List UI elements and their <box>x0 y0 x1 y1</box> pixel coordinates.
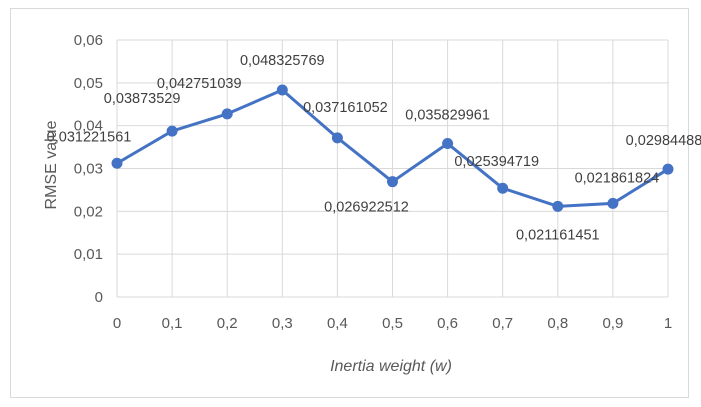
x-tick-label: 0,5 <box>382 315 403 332</box>
x-axis-ticks: 0 0,1 0,2 0,3 0,4 0,5 0,6 0,7 0,8 0,9 1 <box>113 315 672 332</box>
series-line <box>111 84 674 212</box>
data-point <box>221 108 233 120</box>
x-axis-title: Inertia weight (w) <box>330 358 452 375</box>
data-point <box>442 138 454 150</box>
y-tick-label: 0,06 <box>74 32 103 49</box>
chart-area <box>10 8 689 398</box>
y-axis-title: RMSE value <box>43 120 60 209</box>
data-point <box>497 182 509 194</box>
data-label: 0,048325769 <box>240 53 325 69</box>
x-tick-label: 0,6 <box>437 315 458 332</box>
data-label: 0,031221561 <box>47 129 132 145</box>
x-tick-label: 0,1 <box>162 315 183 332</box>
data-label: 0,042751039 <box>157 76 242 92</box>
y-tick-label: 0 <box>95 289 103 306</box>
x-tick-label: 0,9 <box>602 315 623 332</box>
data-point <box>607 197 619 209</box>
data-point <box>387 176 398 188</box>
x-tick-label: 0,4 <box>327 315 348 332</box>
data-point <box>331 132 343 144</box>
data-label: 0,03873529 <box>104 91 181 107</box>
x-tick-label: 0,7 <box>492 315 513 332</box>
y-tick-label: 0,05 <box>74 75 103 92</box>
data-point <box>166 125 178 137</box>
data-point <box>552 200 564 212</box>
x-tick-label: 1 <box>664 315 672 332</box>
data-label: 0,025394719 <box>454 154 539 170</box>
y-tick-label: 0,02 <box>74 203 103 220</box>
y-tick-label: 0,04 <box>74 118 103 135</box>
x-tick-label: 0,2 <box>217 315 238 332</box>
data-label: 0,037161052 <box>303 100 388 116</box>
data-point <box>276 84 288 96</box>
x-tick-label: 0 <box>113 315 121 332</box>
data-label: 0,026922512 <box>324 200 409 216</box>
x-tick-label: 0,3 <box>272 315 293 332</box>
data-point <box>662 163 674 175</box>
data-label: 0,029844889 <box>626 133 701 149</box>
x-tick-label: 0,8 <box>547 315 568 332</box>
y-tick-label: 0,01 <box>74 246 103 263</box>
y-axis-ticks: 0 0,01 0,02 0,03 0,04 0,05 0,06 <box>74 32 103 306</box>
y-tick-label: 0,03 <box>74 161 103 178</box>
data-label: 0,021861824 <box>575 170 660 186</box>
data-label: 0,035829961 <box>405 108 490 124</box>
data-point <box>111 157 123 169</box>
data-label: 0,021161451 <box>516 227 600 243</box>
